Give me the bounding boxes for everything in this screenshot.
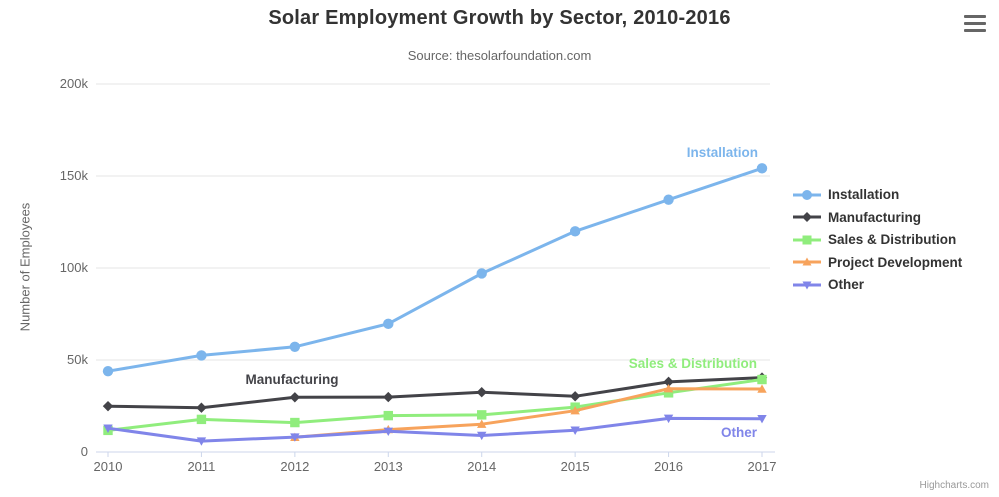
- x-axis-tick-label: 2015: [561, 459, 590, 474]
- y-axis-tick-label: 200k: [60, 76, 89, 91]
- data-point-marker[interactable]: [663, 414, 674, 424]
- data-point-marker[interactable]: [476, 387, 487, 398]
- data-point-marker[interactable]: [383, 427, 393, 437]
- y-axis-title: Number of Employees: [17, 202, 33, 332]
- data-point-marker[interactable]: [102, 365, 114, 377]
- data-point-marker[interactable]: [476, 268, 487, 279]
- y-axis-tick-label: 50k: [67, 352, 88, 367]
- x-axis-tick-label: 2014: [467, 459, 496, 474]
- x-axis-tick-label: 2011: [187, 459, 215, 474]
- series-other: [103, 414, 767, 446]
- legend-label: Manufacturing: [828, 209, 921, 225]
- series-inline-label-installation: Installation: [687, 145, 758, 160]
- chart-title: Solar Employment Growth by Sector, 2010-…: [268, 7, 731, 29]
- hamburger-icon: [964, 14, 986, 18]
- series-inline-label-manufacturing: Manufacturing: [246, 372, 339, 387]
- data-point-marker[interactable]: [802, 257, 812, 266]
- credits-link[interactable]: Highcharts.com: [919, 480, 989, 491]
- data-point-marker[interactable]: [802, 281, 812, 289]
- series-line-sales-distribution[interactable]: [106, 378, 764, 432]
- data-point-marker[interactable]: [663, 384, 674, 393]
- data-point-marker[interactable]: [756, 163, 768, 174]
- x-axis-tick-label: 2016: [654, 459, 683, 474]
- x-axis-tick-label: 2013: [374, 459, 403, 474]
- series-line-other[interactable]: [106, 416, 764, 443]
- data-point-marker[interactable]: [383, 391, 394, 403]
- data-point-marker[interactable]: [196, 437, 207, 446]
- legend-item-sales-distribution[interactable]: Sales & Distribution: [792, 231, 962, 248]
- data-point-marker[interactable]: [663, 388, 674, 398]
- legend-marker-triangle-down-icon: [793, 281, 821, 289]
- series-installation: [102, 163, 768, 377]
- data-point-marker[interactable]: [570, 426, 580, 435]
- data-point-marker[interactable]: [196, 414, 207, 425]
- series-labels: Installation Manufacturing Sales & Distrib…: [246, 145, 759, 440]
- legend-marker-diamond-icon: [793, 212, 821, 222]
- data-point-marker[interactable]: [196, 350, 207, 361]
- data-point-marker[interactable]: [757, 374, 767, 385]
- legend-marker-triangle-icon: [793, 257, 821, 266]
- y-axis-tick-label: 100k: [60, 260, 89, 275]
- data-point-marker[interactable]: [757, 414, 767, 424]
- x-axis: 2010 2011 2012 2013 2014 2015 2016 2017: [94, 451, 777, 474]
- data-point-marker[interactable]: [569, 391, 581, 402]
- data-point-marker[interactable]: [477, 431, 487, 441]
- data-point-marker[interactable]: [663, 376, 674, 388]
- hamburger-icon: [964, 28, 986, 32]
- data-point-marker[interactable]: [290, 417, 300, 428]
- series-inline-label-other: Other: [721, 425, 758, 440]
- y-axis-tick-label: 0: [81, 444, 88, 459]
- data-point-marker[interactable]: [290, 433, 300, 442]
- data-point-marker[interactable]: [383, 318, 394, 330]
- data-point-marker[interactable]: [477, 410, 487, 420]
- gridlines: 0 50k 100k 150k 200k: [60, 76, 770, 459]
- data-point-marker[interactable]: [289, 341, 301, 352]
- data-point-marker[interactable]: [663, 194, 674, 205]
- legend-item-other[interactable]: Other: [792, 276, 962, 293]
- data-point-marker[interactable]: [103, 424, 113, 433]
- legend-item-project-development[interactable]: Project Development: [792, 254, 962, 271]
- legend-marker-square-icon: [793, 235, 821, 244]
- data-point-marker[interactable]: [802, 189, 812, 200]
- series-line-installation[interactable]: [106, 166, 764, 373]
- data-point-marker[interactable]: [477, 419, 487, 428]
- data-point-marker[interactable]: [802, 235, 812, 244]
- legend-item-manufacturing[interactable]: Manufacturing: [792, 209, 962, 226]
- data-point-marker[interactable]: [570, 405, 580, 415]
- data-point-marker[interactable]: [569, 226, 581, 237]
- x-axis-tick-label: 2017: [748, 459, 777, 474]
- data-point-marker[interactable]: [383, 410, 393, 421]
- series-line-manufacturing[interactable]: [106, 376, 764, 410]
- data-point-marker[interactable]: [757, 384, 767, 393]
- legend: Installation Manufacturing Sales & Distrib…: [792, 186, 962, 299]
- legend-marker-circle-icon: [793, 189, 821, 200]
- context-menu-button[interactable]: [961, 10, 989, 36]
- x-axis-tick-label: 2010: [94, 459, 123, 474]
- legend-label: Sales & Distribution: [828, 232, 957, 247]
- legend-label: Project Development: [828, 254, 963, 270]
- chart-subtitle: Source: thesolarfoundation.com: [407, 48, 592, 63]
- x-axis-tick-label: 2012: [280, 459, 309, 474]
- legend-label: Installation: [828, 187, 900, 202]
- data-point-marker[interactable]: [802, 212, 812, 222]
- data-point-marker[interactable]: [289, 392, 301, 403]
- data-point-marker[interactable]: [102, 400, 114, 412]
- hamburger-icon: [964, 21, 986, 25]
- data-point-marker[interactable]: [196, 402, 207, 413]
- series-inline-label-sales-distribution: Sales & Distribution: [629, 356, 757, 371]
- legend-label: Other: [828, 277, 865, 292]
- y-axis-tick-label: 150k: [60, 168, 89, 183]
- legend-item-installation[interactable]: Installation: [792, 186, 962, 203]
